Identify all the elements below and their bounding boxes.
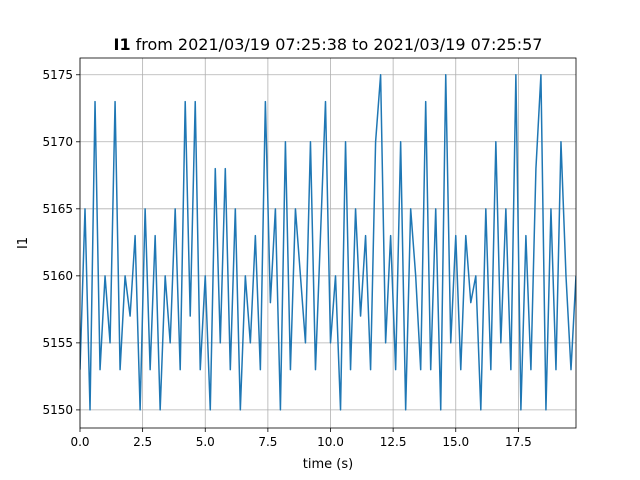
data-line <box>80 74 576 411</box>
y-tick-label: 5170 <box>42 135 73 149</box>
y-tick-label: 5165 <box>42 202 73 216</box>
x-tick-label: 10.0 <box>317 435 344 449</box>
x-tick-label: 2.5 <box>133 435 152 449</box>
y-tick-label: 5155 <box>42 336 73 350</box>
x-axis-label: time (s) <box>303 457 353 472</box>
y-tick-label: 5150 <box>42 403 73 417</box>
title-bold: I1 <box>114 35 131 54</box>
plot-frame <box>79 57 577 429</box>
x-tick-label: 17.5 <box>505 435 532 449</box>
y-axis-label: I1 <box>16 237 31 249</box>
title-text: from 2021/03/19 07:25:38 to 2021/03/19 0… <box>136 35 543 54</box>
x-tick-label: 0.0 <box>70 435 89 449</box>
x-tick-label: 5.0 <box>196 435 215 449</box>
y-tick-label: 5175 <box>42 68 73 82</box>
x-tick-label: 7.5 <box>258 435 277 449</box>
x-tick-label: 12.5 <box>380 435 407 449</box>
x-tick-label: 15.0 <box>442 435 469 449</box>
chart-title: I1 from 2021/03/19 07:25:38 to 2021/03/19… <box>114 35 543 54</box>
y-tick-label: 5160 <box>42 269 73 283</box>
